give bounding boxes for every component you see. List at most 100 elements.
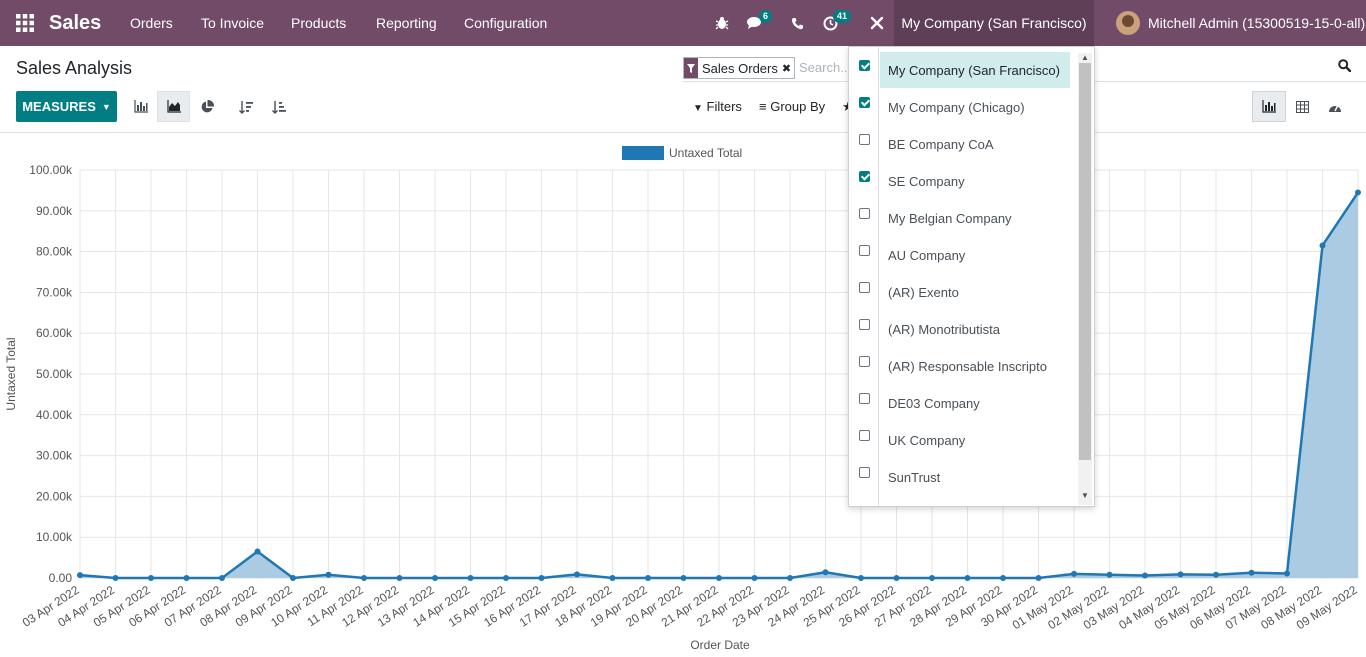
- company-item[interactable]: My Belgian Company: [849, 195, 1078, 232]
- legend-label[interactable]: Untaxed Total: [669, 146, 742, 160]
- data-point: [1213, 571, 1219, 578]
- menu-reporting[interactable]: Reporting: [376, 15, 437, 31]
- company-checkbox[interactable]: [859, 171, 870, 182]
- company-name[interactable]: (AR) Exento: [888, 284, 959, 300]
- company-name[interactable]: My Company (San Francisco): [880, 52, 1070, 88]
- sort-descending-icon[interactable]: [229, 91, 262, 122]
- search-facet: Sales Orders ✖: [683, 57, 796, 79]
- company-name[interactable]: SE Company: [888, 173, 965, 189]
- data-point: [1035, 575, 1042, 581]
- company-name[interactable]: BE Company CoA: [888, 136, 994, 152]
- company-checkbox[interactable]: [859, 97, 870, 108]
- company-checkbox[interactable]: [859, 430, 870, 441]
- x-grid: [79, 170, 1359, 578]
- company-item[interactable]: My Company (Chicago): [849, 84, 1078, 121]
- company-checkbox[interactable]: [859, 134, 870, 145]
- company-item[interactable]: My Company (San Francisco): [849, 47, 1078, 88]
- clock-icon[interactable]: [819, 0, 841, 46]
- user-menu[interactable]: Mitchell Admin (15300519-15-0-all): [1116, 0, 1365, 46]
- company-item[interactable]: SunTrust: [849, 454, 1078, 506]
- menu-to-invoice[interactable]: To Invoice: [201, 15, 265, 31]
- menu-orders[interactable]: Orders: [130, 15, 173, 31]
- company-name[interactable]: DE03 Company: [888, 395, 980, 411]
- company-name[interactable]: My Belgian Company: [888, 210, 1012, 226]
- company-item[interactable]: SE Company: [849, 158, 1078, 195]
- data-point: [148, 575, 154, 581]
- bar-chart-icon[interactable]: [124, 91, 157, 122]
- company-name[interactable]: SunTrust: [888, 469, 941, 485]
- tools-icon[interactable]: [866, 0, 888, 46]
- company-item[interactable]: DE03 Company: [849, 380, 1078, 417]
- chat-icon[interactable]: [743, 0, 765, 46]
- data-point: [609, 575, 616, 581]
- company-name[interactable]: UK Company: [888, 432, 966, 448]
- bug-icon[interactable]: [711, 0, 733, 46]
- groupby-label: Group By: [770, 99, 826, 114]
- pivot-view-button[interactable]: [1285, 91, 1319, 122]
- menu-products[interactable]: Products: [291, 15, 347, 31]
- filters-toggle[interactable]: ▼ Filters: [693, 99, 742, 114]
- data-point: [1177, 571, 1184, 578]
- user-name: Mitchell Admin (15300519-15-0-all): [1148, 15, 1366, 31]
- company-checkbox[interactable]: [859, 393, 870, 404]
- search-input[interactable]: Search...: [799, 60, 852, 75]
- dashboard-view-button[interactable]: [1318, 91, 1352, 122]
- groupby-toggle[interactable]: ≡ Group By: [759, 99, 825, 114]
- company-checkbox[interactable]: [859, 60, 870, 71]
- legend-swatch[interactable]: [622, 146, 664, 160]
- y-tick-label: 90.00k: [36, 204, 73, 218]
- company-name[interactable]: My Company (Chicago): [888, 99, 1025, 115]
- data-point: [254, 548, 261, 555]
- company-name[interactable]: AU Company: [888, 247, 966, 263]
- data-point: [716, 575, 722, 581]
- company-item[interactable]: AU Company: [849, 232, 1078, 269]
- messages-count-badge: 6: [759, 10, 773, 23]
- measures-label: MEASURES: [22, 99, 96, 114]
- y-tick-label: 70.00k: [36, 285, 73, 299]
- company-checkbox[interactable]: [859, 208, 870, 219]
- company-item[interactable]: BE Company CoA: [849, 121, 1078, 158]
- scroll-up-icon[interactable]: ▲: [1081, 53, 1089, 62]
- y-tick-label: 60.00k: [36, 326, 73, 340]
- data-point: [822, 569, 829, 576]
- data-point: [858, 575, 864, 581]
- remove-facet-icon[interactable]: ✖: [781, 62, 792, 75]
- app-name[interactable]: Sales: [49, 11, 102, 34]
- company-checkbox[interactable]: [859, 319, 870, 330]
- search-icon[interactable]: [1338, 59, 1352, 75]
- company-checkbox[interactable]: [859, 245, 870, 256]
- grid-icon[interactable]: [16, 0, 34, 46]
- menu-configuration[interactable]: Configuration: [464, 15, 548, 31]
- measures-button[interactable]: MEASURES ▼: [16, 91, 117, 122]
- company-item[interactable]: (AR) Monotributista: [849, 306, 1078, 343]
- activities-count-badge: 41: [833, 10, 852, 23]
- company-checkbox[interactable]: [859, 467, 870, 478]
- filter-icon: ▼: [693, 103, 703, 114]
- data-point: [645, 575, 651, 581]
- star-icon[interactable]: ★: [842, 99, 854, 115]
- company-switcher[interactable]: My Company (San Francisco): [894, 0, 1094, 46]
- company-name[interactable]: (AR) Monotributista: [888, 321, 1000, 337]
- company-item[interactable]: (AR) Exento: [849, 269, 1078, 306]
- data-point: [432, 575, 438, 581]
- company-checkbox[interactable]: [859, 282, 870, 293]
- y-tick-label: 30.00k: [36, 449, 73, 463]
- scroll-down-icon[interactable]: ▼: [1081, 491, 1089, 500]
- y-tick-label: 20.00k: [36, 489, 73, 503]
- dropdown-scrollbar-thumb[interactable]: [1079, 63, 1091, 460]
- company-item[interactable]: (AR) Responsable Inscripto: [849, 343, 1078, 380]
- filter-icon: [684, 58, 698, 78]
- pie-chart-icon[interactable]: [190, 91, 223, 122]
- x-axis-title: Order Date: [690, 638, 750, 652]
- page-title: Sales Analysis: [16, 58, 133, 78]
- company-item[interactable]: UK Company: [849, 417, 1078, 454]
- graph-view-button[interactable]: [1252, 91, 1286, 122]
- sort-ascending-icon[interactable]: [262, 91, 295, 122]
- y-tick-label: 10.00k: [36, 530, 73, 544]
- company-checkbox[interactable]: [859, 356, 870, 367]
- line-chart-icon[interactable]: [157, 91, 190, 122]
- phone-icon[interactable]: [786, 0, 808, 46]
- data-point: [751, 575, 758, 581]
- company-name[interactable]: (AR) Responsable Inscripto: [888, 358, 1047, 374]
